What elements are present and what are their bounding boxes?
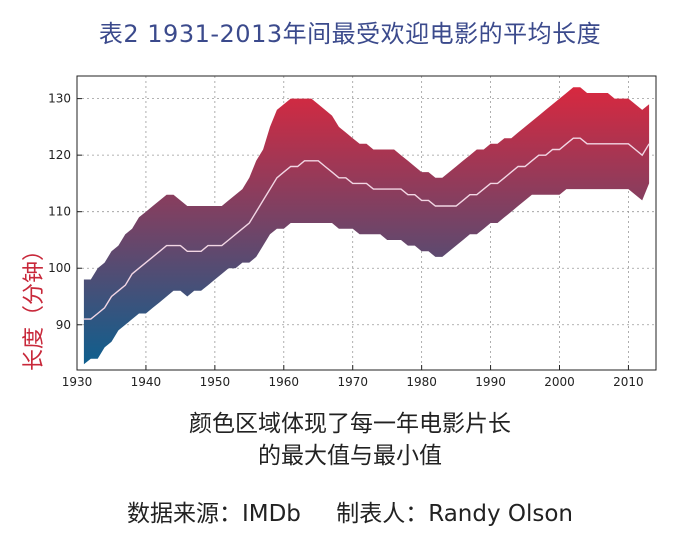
data-source: 数据来源：IMDb [126,501,301,527]
y-tick-label: 130 [48,92,71,106]
x-tick-label: 1960 [269,375,300,389]
x-tick-label: 1990 [475,375,506,389]
x-tick-label: 1940 [131,375,162,389]
range-band [83,87,650,365]
caption-line-2: 的最大值与最小值 [258,443,442,469]
caption-line-1: 颜色区域体现了每一年电影片长 [189,411,511,437]
y-tick-label: 110 [48,205,71,219]
y-tick-label: 90 [56,318,71,332]
x-axis-ticks: 1930 1940 1950 1960 1970 1980 1990 2000 2010 [62,365,644,389]
plot-frame [76,75,657,371]
chart-author: 制表人：Randy Olson [336,501,574,527]
mean-line [83,137,650,320]
y-axis-ticks: 90 100 110 120 130 [48,92,82,332]
x-tick-label: 2010 [613,375,644,389]
x-tick-label: 2000 [544,375,575,389]
x-tick-label: 1930 [62,375,93,389]
y-tick-label: 100 [48,261,71,275]
x-tick-label: 1950 [200,375,231,389]
source-line: 数据来源：IMDb 制表人：Randy Olson [0,494,700,528]
x-tick-label: 1970 [337,375,368,389]
x-tick-label: 1980 [406,375,437,389]
y-tick-label: 120 [48,148,71,162]
chart-svg: 1930 1940 1950 1960 1970 1980 1990 2000 2010 90 1… [48,75,657,389]
chart-title: 表2 1931-2013年间最受欢迎电影的平均长度 [98,20,602,48]
